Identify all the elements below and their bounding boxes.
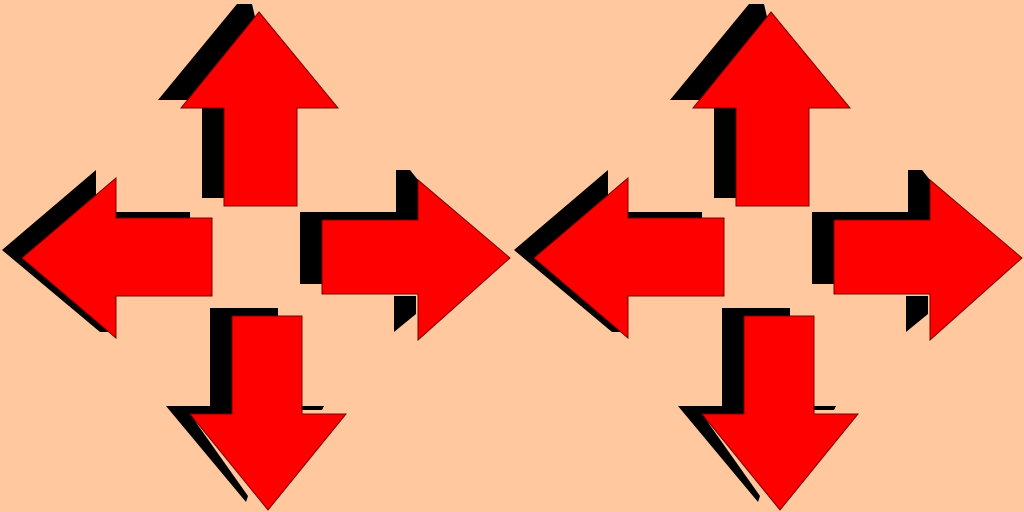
arrow-down-icon	[678, 308, 860, 511]
arrow-down-shadow	[166, 308, 278, 502]
arrow-down-shadow	[678, 308, 790, 502]
arrow-right-icon	[300, 170, 511, 342]
arrow-left-shadow	[2, 170, 190, 332]
arrow-left-icon	[514, 170, 725, 340]
arrow-right-shadow-tail	[394, 296, 416, 332]
arrow-down-shadow-edge	[812, 406, 836, 410]
arrow-cluster-right	[514, 4, 1023, 511]
arrow-left-icon	[2, 170, 213, 340]
arrow-up-icon	[158, 4, 340, 207]
arrow-up-face	[179, 11, 340, 207]
arrow-right-shadow-tail	[906, 296, 928, 332]
arrow-left-face	[533, 176, 725, 340]
arrow-down-face	[700, 315, 860, 511]
arrow-right-shadow	[300, 170, 418, 284]
arrow-down-shadow-edge	[300, 406, 324, 410]
arrow-up-icon	[670, 4, 852, 207]
arrow-right-face	[321, 178, 511, 342]
arrow-up-face	[691, 11, 852, 207]
arrow-left-shadow	[514, 170, 702, 332]
arrow-right-shadow	[812, 170, 930, 284]
arrow-down-face	[188, 315, 348, 511]
arrow-right-face	[833, 178, 1023, 342]
arrow-right-icon	[812, 170, 1023, 342]
arrow-left-face	[21, 176, 213, 340]
arrow-down-icon	[166, 308, 348, 511]
arrow-cluster-left	[2, 4, 511, 511]
